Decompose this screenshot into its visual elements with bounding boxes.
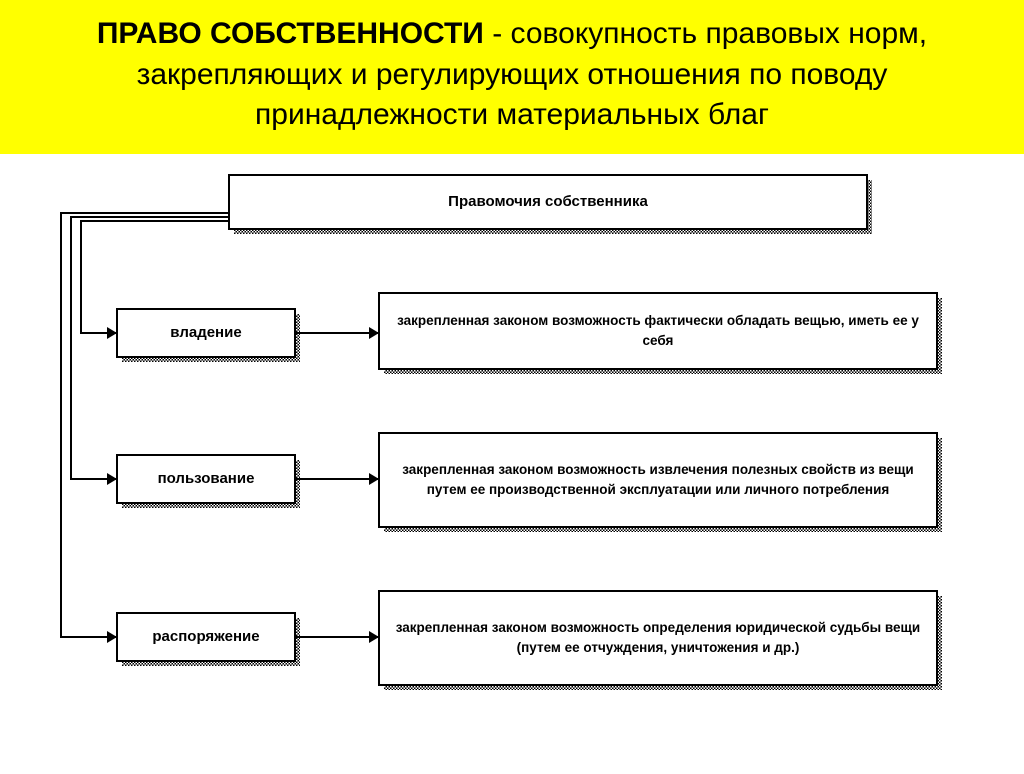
node-label: распоряжение: [152, 628, 259, 645]
desc-polzovanie: закрепленная законом возможность извлече…: [378, 432, 938, 528]
header-banner: ПРАВО СОБСТВЕННОСТИ - совокупность право…: [0, 0, 1024, 154]
connector: [80, 220, 228, 222]
node-label: пользование: [158, 470, 255, 487]
node-rasporyazhenie: распоряжение: [116, 612, 296, 662]
desc-text: закрепленная законом возможность фактиче…: [390, 311, 926, 350]
arrow: [70, 478, 116, 480]
node-root: Правомочия собственника: [228, 174, 868, 230]
connector: [60, 212, 228, 214]
desc-vladenie: закрепленная законом возможность фактиче…: [378, 292, 938, 370]
arrow: [296, 332, 378, 334]
connector: [80, 220, 82, 333]
desc-text: закрепленная законом возможность определ…: [390, 618, 926, 657]
node-label: владение: [170, 324, 241, 341]
arrow: [296, 478, 378, 480]
node-root-text: Правомочия собственника: [448, 193, 648, 210]
connector: [60, 212, 62, 637]
desc-rasporyazhenie: закрепленная законом возможность определ…: [378, 590, 938, 686]
arrow: [296, 636, 378, 638]
arrow: [60, 636, 116, 638]
arrow: [80, 332, 116, 334]
node-vladenie: владение: [116, 308, 296, 358]
node-polzovanie: пользование: [116, 454, 296, 504]
connector: [70, 216, 228, 218]
header-title-bold: ПРАВО СОБСТВЕННОСТИ: [97, 17, 484, 50]
connector: [70, 216, 72, 479]
desc-text: закрепленная законом возможность извлече…: [390, 460, 926, 499]
flowchart: Правомочия собственника владение пользов…: [0, 154, 1024, 774]
